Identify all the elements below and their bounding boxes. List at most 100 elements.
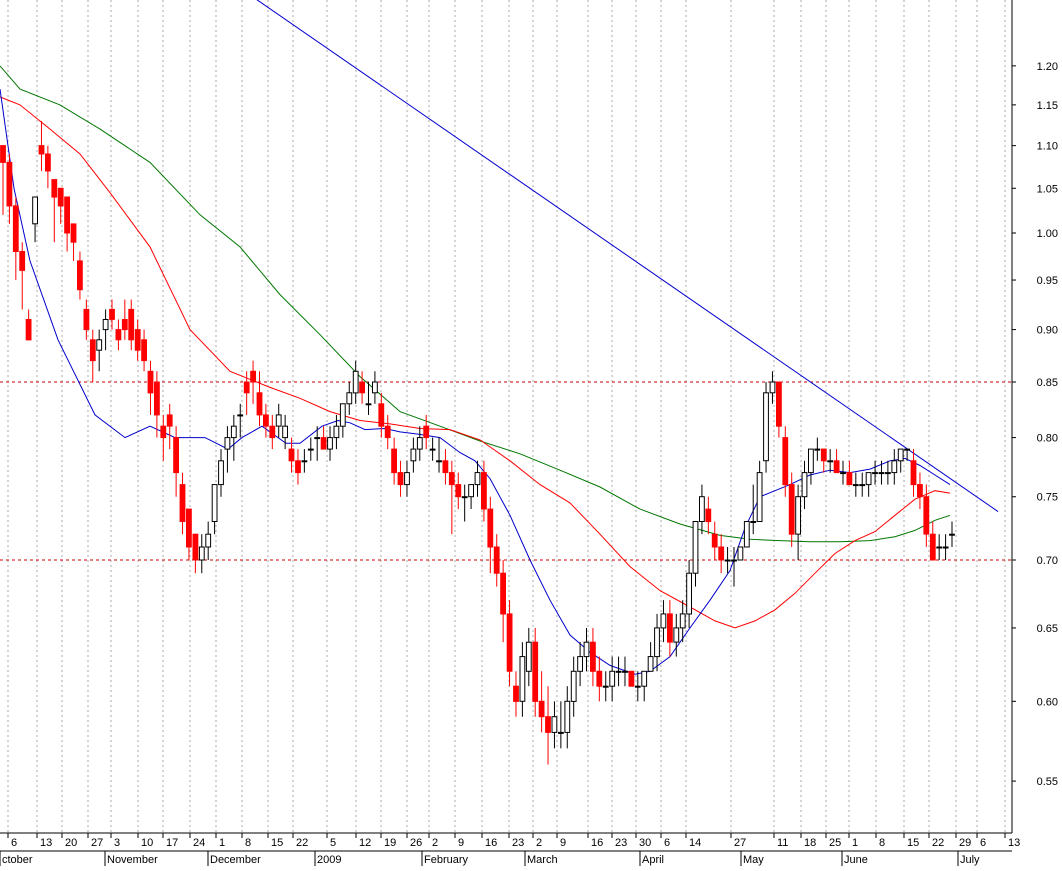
x-week-label-11: 22 [296,837,308,849]
candle-87 [558,731,564,734]
candle-52 [333,425,340,439]
candle-2 [12,205,19,252]
time-axis-background [0,833,1062,866]
x-week-label-25: 6 [664,837,670,849]
candle-108 [692,521,699,574]
candle-80 [513,685,519,702]
candle-1 [6,161,13,207]
candle-113 [724,559,731,562]
candle-28 [179,484,186,523]
candle-92 [590,641,596,672]
candle-89 [570,670,577,702]
x-week-label-35: 29 [959,837,971,849]
price-axis-background [1012,0,1062,833]
candle-37 [237,414,244,417]
candle-127 [814,448,821,451]
y-tick-label-10: 0.70 [1037,555,1058,567]
candle-133 [852,484,859,487]
candle-83 [532,641,539,702]
candle-94 [602,685,609,688]
candle-21 [134,329,141,351]
candle-13 [83,308,90,331]
x-week-label-34: 22 [932,837,944,849]
candle-53 [339,403,346,427]
candle-101 [647,656,654,672]
x-month-label-1: November [107,854,158,866]
x-week-label-10: 15 [271,837,283,849]
candle-44 [282,425,289,439]
candle-142 [910,460,917,486]
candle-8 [51,179,58,198]
x-month-label-0: ctober [2,854,33,866]
x-week-label-32: 8 [879,837,885,849]
candle-18 [115,329,122,341]
candle-130 [833,460,840,474]
candle-55 [352,370,359,394]
candle-104 [667,613,673,643]
candle-98 [628,670,635,687]
candle-123 [788,484,795,535]
x-week-label-21: 9 [560,837,566,849]
candle-77 [493,546,500,574]
candle-143 [917,484,923,498]
candle-96 [615,670,622,673]
candle-9 [57,187,64,207]
candle-50 [320,437,327,450]
y-tick-label-4: 1.00 [1037,228,1058,240]
candle-97 [622,670,628,673]
candle-93 [596,670,603,687]
candle-59 [378,403,385,427]
candle-62 [397,472,404,486]
candle-68 [436,460,442,463]
candle-51 [327,437,333,450]
candle-72 [461,496,468,499]
candle-119 [763,392,769,462]
x-month-label-2: December [210,854,261,866]
x-month-label-9: July [960,854,980,866]
x-week-label-24: 30 [639,837,651,849]
candle-17 [109,308,115,320]
y-tick-label-5: 0.95 [1037,275,1058,287]
candle-86 [551,716,558,733]
y-tick-label-8: 0.80 [1037,433,1058,445]
x-week-label-22: 16 [591,837,603,849]
x-week-label-17: 9 [458,837,464,849]
x-week-label-15: 26 [410,837,422,849]
candle-34 [218,460,224,486]
candle-78 [500,572,507,615]
x-week-label-16: 2 [432,837,438,849]
candle-67 [429,448,436,451]
candle-15 [96,339,103,351]
candle-60 [384,425,391,439]
moving-average-long [0,65,951,543]
x-week-label-27: 27 [734,837,746,849]
candle-11 [70,223,77,243]
x-week-label-7: 24 [193,837,205,849]
candle-122 [782,437,789,486]
candle-6 [38,145,45,155]
candle-136 [872,472,878,475]
candle-129 [827,460,834,463]
x-month-label-7: May [743,854,764,866]
candle-29 [186,508,192,548]
x-month-label-6: April [642,854,664,866]
candle-41 [263,414,269,427]
x-week-label-1: 13 [40,837,52,849]
y-tick-label-2: 1.10 [1037,141,1058,153]
x-week-label-12: 5 [330,837,336,849]
candle-99 [634,685,641,688]
x-week-label-30: 25 [829,837,841,849]
candle-144 [923,496,930,535]
candle-42 [269,425,276,439]
candle-124 [795,496,802,535]
candle-71 [455,484,462,498]
x-week-label-31: 1 [852,837,858,849]
candle-31 [198,546,205,561]
candle-75 [481,472,487,510]
candle-100 [641,670,648,687]
y-tick-label-6: 0.90 [1037,325,1058,337]
candle-140 [897,448,904,462]
y-tick-label-7: 0.85 [1037,377,1058,389]
x-week-label-2: 20 [65,837,77,849]
